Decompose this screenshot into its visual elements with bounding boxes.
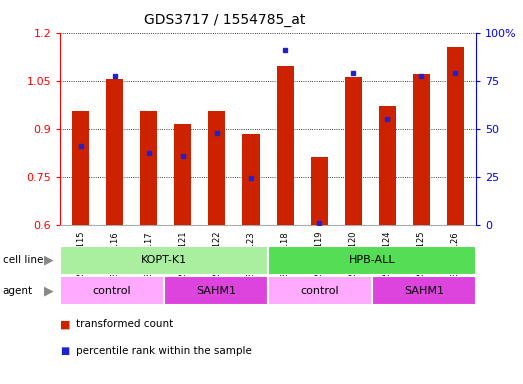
Text: transformed count: transformed count: [76, 319, 173, 329]
Bar: [379, 106, 396, 225]
Text: SAHM1: SAHM1: [196, 286, 236, 296]
Bar: [60, 246, 268, 275]
Text: control: control: [93, 286, 131, 296]
Text: ■: ■: [60, 319, 71, 329]
Text: percentile rank within the sample: percentile rank within the sample: [76, 346, 252, 356]
Text: ■: ■: [60, 346, 70, 356]
Text: SAHM1: SAHM1: [404, 286, 444, 296]
Bar: [268, 246, 476, 275]
Bar: [447, 47, 464, 225]
Bar: [243, 134, 259, 225]
Text: KOPT-K1: KOPT-K1: [141, 255, 187, 265]
Bar: [106, 79, 123, 225]
Bar: [72, 111, 89, 225]
Text: cell line: cell line: [3, 255, 43, 265]
Bar: [164, 276, 268, 305]
Text: ▶: ▶: [44, 254, 54, 266]
Bar: [174, 124, 191, 225]
Bar: [413, 74, 430, 225]
Bar: [345, 78, 362, 225]
Bar: [208, 111, 225, 225]
Bar: [268, 276, 372, 305]
Text: HPB-ALL: HPB-ALL: [349, 255, 395, 265]
Text: agent: agent: [3, 286, 33, 296]
Bar: [140, 111, 157, 225]
Text: control: control: [301, 286, 339, 296]
Bar: [277, 66, 293, 225]
Bar: [311, 157, 328, 225]
Bar: [60, 276, 164, 305]
Text: GDS3717 / 1554785_at: GDS3717 / 1554785_at: [144, 13, 305, 27]
Text: ▶: ▶: [44, 285, 54, 297]
Bar: [372, 276, 476, 305]
